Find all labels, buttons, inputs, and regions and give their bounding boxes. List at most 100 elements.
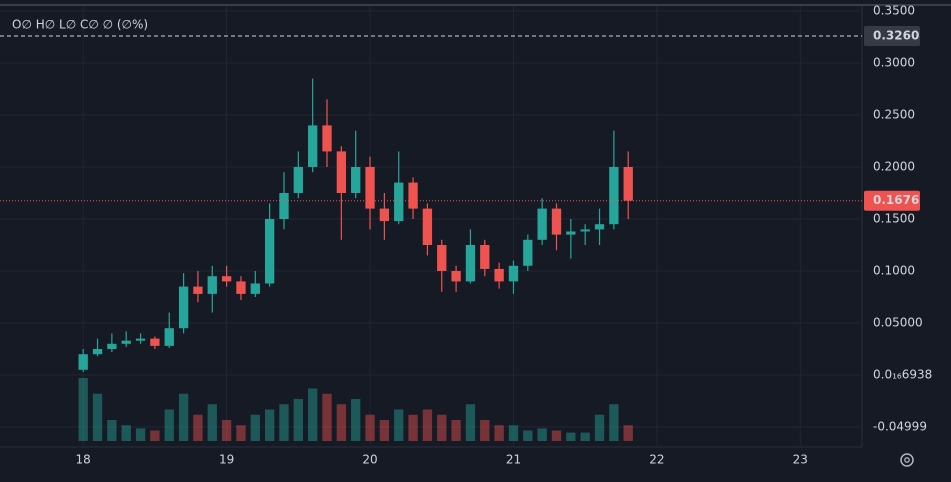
volume-bar — [537, 428, 547, 441]
volume-bar — [351, 399, 361, 441]
volume-bar — [178, 393, 189, 441]
volume-bar — [336, 404, 347, 441]
volume-bar — [422, 409, 433, 441]
volume-bar — [250, 414, 260, 441]
x-tick-label: 18 — [76, 453, 91, 467]
volume-bar — [279, 404, 289, 441]
volume-bar — [437, 414, 447, 441]
candle-body — [451, 271, 461, 282]
volume-bar — [92, 393, 103, 441]
candle-body — [293, 166, 303, 193]
volume-bar — [150, 430, 160, 441]
candle-body — [308, 125, 318, 167]
volume-bar — [465, 404, 476, 441]
volume-bar — [236, 425, 246, 441]
volume-bar — [379, 420, 390, 441]
candle-body — [264, 218, 275, 284]
volume-bar — [193, 414, 203, 441]
last-price-label: 0.1676 — [873, 193, 919, 207]
candle-body — [336, 151, 347, 193]
volume-bar — [451, 420, 461, 441]
candle-body — [178, 286, 189, 329]
candle-body — [394, 182, 404, 222]
y-tick-label: 0.2000 — [873, 159, 915, 173]
volume-bar — [566, 432, 576, 441]
price-line-badge — [864, 25, 920, 46]
volume-bar — [293, 399, 303, 441]
settings-gear[interactable] — [900, 453, 914, 467]
volume-bar — [322, 393, 332, 441]
candle-body — [523, 239, 533, 266]
volume-bar — [551, 430, 562, 441]
candle-body — [150, 338, 160, 346]
candle-body — [508, 265, 519, 282]
volume-pane — [78, 378, 633, 441]
x-tick-label: 19 — [219, 453, 234, 467]
volume-bar — [164, 409, 174, 441]
candle-body — [537, 208, 547, 240]
y-tick-label: 0.3000 — [873, 55, 915, 69]
volume-bar — [308, 388, 318, 441]
price-line-label: 0.3260 — [873, 28, 919, 42]
last-price-badge — [864, 190, 920, 211]
candle-body — [422, 208, 433, 246]
candle-body — [566, 231, 576, 235]
candle-body — [193, 286, 203, 294]
x-tick-label: 21 — [506, 453, 521, 467]
volume-bar — [523, 430, 533, 441]
candle-body — [78, 354, 88, 370]
volume-bar — [508, 425, 519, 441]
volume-bar — [107, 420, 117, 441]
candle-body — [250, 283, 260, 294]
x-tick-label: 22 — [649, 453, 664, 467]
settings-icon[interactable] — [900, 453, 914, 467]
volume-bar — [623, 425, 633, 441]
candle-body — [279, 192, 289, 219]
candle-body — [609, 166, 619, 225]
y-tick-label: 0.1500 — [873, 211, 915, 225]
volume-bar — [365, 414, 375, 441]
candle-body — [480, 245, 490, 269]
volume-bar — [580, 432, 590, 441]
candle-body — [207, 276, 217, 294]
settings-gear-center[interactable] — [904, 457, 910, 463]
grid — [0, 6, 862, 445]
candle-body — [437, 245, 447, 272]
volume-bar — [594, 414, 605, 441]
y-tick-label: 0.3500 — [873, 3, 915, 17]
volume-bar — [494, 425, 504, 441]
y-tick-label: 0.2500 — [873, 107, 915, 121]
volume-bar — [135, 428, 146, 441]
volume-bar — [78, 378, 88, 441]
volume-bar — [121, 425, 131, 441]
volume-bar — [480, 420, 490, 441]
candle-body — [379, 208, 390, 222]
candle-body — [494, 268, 504, 282]
candle-body — [580, 229, 590, 232]
y-tick-label: 0.0₁₆6938 — [873, 368, 932, 382]
candle-body — [135, 338, 146, 341]
volume-bar — [609, 404, 619, 441]
candle-body — [465, 245, 476, 282]
candle-body — [121, 340, 131, 344]
x-tick-label: 23 — [793, 453, 808, 467]
y-tick-label: 0.05000 — [873, 316, 923, 330]
candle-body — [164, 328, 174, 346]
candle-body — [594, 224, 605, 230]
volume-bar — [207, 404, 217, 441]
volume-bar — [264, 409, 275, 441]
candle-body — [408, 182, 418, 209]
volume-bar — [394, 409, 404, 441]
candle-body — [322, 125, 332, 152]
volume-bar — [408, 414, 418, 441]
y-tick-label: -0.04999 — [873, 419, 927, 433]
candle-body — [351, 166, 361, 193]
candle-body — [623, 166, 633, 201]
overlays: 0.3260 0.1676 — [0, 25, 920, 211]
volume-bar — [221, 420, 232, 441]
x-tick-label: 20 — [362, 453, 377, 467]
candle-body — [221, 276, 232, 282]
candles — [78, 78, 633, 372]
